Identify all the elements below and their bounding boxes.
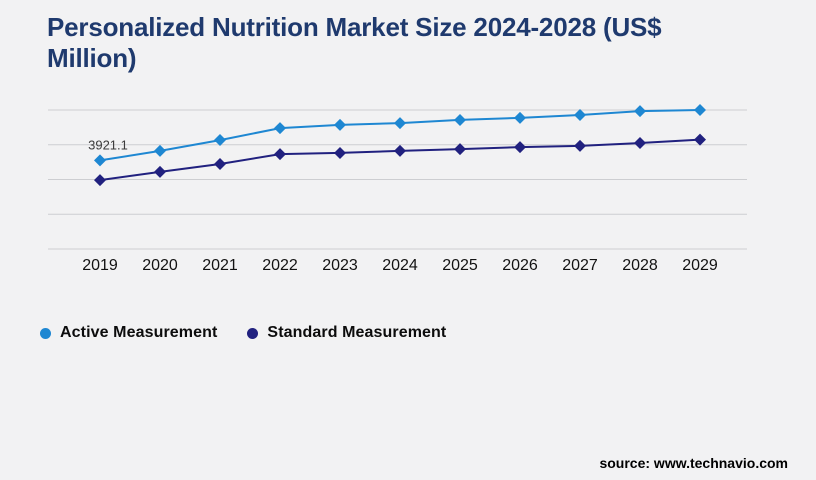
- x-tick-label: 2019: [82, 257, 118, 274]
- data-point-diamond: [394, 144, 406, 157]
- x-tick-label: 2026: [502, 257, 538, 274]
- legend-label: Active Measurement: [60, 324, 218, 341]
- x-tick-label: 2020: [142, 257, 178, 274]
- x-tick-label: 2028: [622, 257, 658, 274]
- data-point-diamond: [514, 111, 526, 124]
- data-point-diamond: [274, 148, 286, 161]
- source-attribution: source: www.technavio.com: [599, 455, 788, 471]
- legend-label: Standard Measurement: [267, 324, 447, 341]
- data-point-diamond: [214, 134, 226, 147]
- legend-item: Standard Measurement: [247, 324, 446, 342]
- x-tick-label: 2024: [382, 257, 418, 274]
- data-point-label: 3921.1: [88, 137, 128, 152]
- data-point-diamond: [634, 105, 646, 118]
- data-point-diamond: [574, 108, 586, 121]
- data-point-diamond: [634, 136, 646, 149]
- data-point-diamond: [94, 154, 106, 167]
- chart-legend: Active Measurement Standard Measurement: [40, 324, 446, 342]
- legend-marker-dot: [40, 327, 51, 339]
- x-tick-label: 2022: [262, 257, 298, 274]
- x-tick-label: 2029: [682, 257, 718, 274]
- data-point-diamond: [454, 113, 466, 126]
- data-point-diamond: [394, 117, 406, 130]
- data-point-diamond: [694, 104, 706, 116]
- data-point-diamond: [334, 146, 346, 159]
- data-point-diamond: [454, 143, 466, 156]
- data-point-diamond: [574, 139, 586, 152]
- legend-item: Active Measurement: [40, 324, 217, 342]
- x-tick-label: 2023: [322, 257, 358, 274]
- data-point-diamond: [214, 158, 226, 171]
- data-point-diamond: [694, 133, 706, 146]
- legend-marker-dot: [247, 327, 259, 339]
- data-point-diamond: [334, 118, 346, 131]
- x-tick-label: 2025: [442, 257, 478, 274]
- data-point-diamond: [154, 165, 166, 178]
- x-tick-label: 2021: [202, 257, 238, 274]
- data-point-diamond: [154, 144, 166, 157]
- data-point-diamond: [94, 174, 106, 187]
- x-tick-label: 2027: [562, 257, 598, 274]
- chart-title: Personalized Nutrition Market Size 2024-…: [47, 12, 662, 73]
- data-point-diamond: [514, 141, 526, 154]
- data-point-diamond: [274, 122, 286, 135]
